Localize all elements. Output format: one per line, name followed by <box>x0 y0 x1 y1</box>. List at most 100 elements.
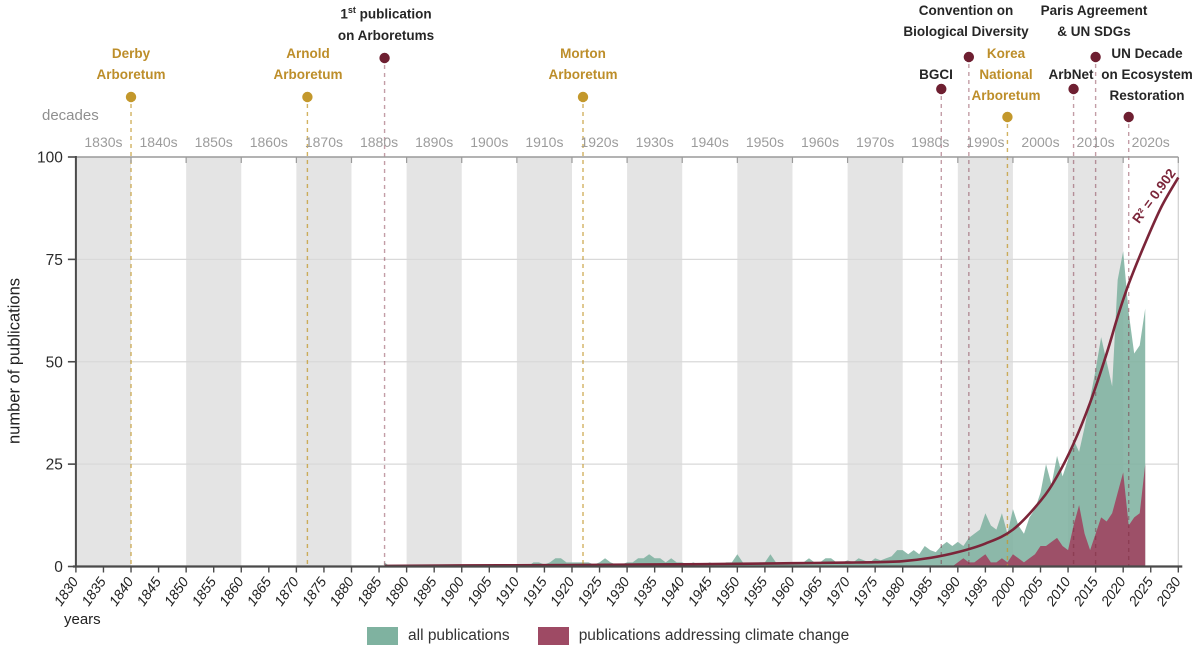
x-tick-label: 1900 <box>436 574 467 609</box>
decade-label: 2000s <box>1021 134 1059 150</box>
event-dot-first-publication-on-arboretums <box>379 52 390 64</box>
event-dot-un-decade-ecosystem-restoration <box>1123 111 1134 123</box>
annotation-line: Arboretum <box>273 67 343 82</box>
event-dot-derby-arboretum <box>125 91 137 103</box>
publication-areas <box>384 251 1146 567</box>
x-tick-label: 1965 <box>795 574 826 609</box>
annotation-un-decade: UN Decade on Ecosystem Restoration <box>1101 43 1193 106</box>
decade-label: 1970s <box>856 134 894 150</box>
x-tick-label: 1935 <box>629 574 660 609</box>
annotation-line: Paris Agreement <box>1040 3 1148 18</box>
x-axis-title: years <box>64 611 101 628</box>
x-tick-label: 2005 <box>1014 574 1046 610</box>
event-dot-convention-on-biological-diversity <box>963 51 975 63</box>
decade-label: 1840s <box>140 134 178 150</box>
y-tick-label: 50 <box>46 354 64 371</box>
annotation-line: Arboretum <box>96 67 166 82</box>
axes-frame <box>67 156 1183 573</box>
x-tick-label: 1890 <box>381 574 412 609</box>
annotation-line: Restoration <box>1109 88 1185 103</box>
annotation-line: Arboretum <box>548 67 618 82</box>
annotation-convention-biological-diversity: Convention on Biological Diversity <box>903 0 1028 42</box>
decade-label: 1990s <box>966 134 1004 150</box>
y-tick-label: 25 <box>46 457 63 474</box>
trend-curve <box>384 176 1180 568</box>
annotation-korea-national-arboretum: Korea National Arboretum <box>971 43 1040 106</box>
x-tick-label: 1870 <box>271 574 302 609</box>
x-tick-label: 1895 <box>409 574 440 609</box>
x-tick-label: 2025 <box>1125 574 1157 610</box>
x-tick-label: 1920 <box>546 574 577 609</box>
annotation-line: Morton <box>560 46 606 61</box>
event-dot-bgci <box>936 83 947 95</box>
x-tick-label: 1910 <box>491 574 522 609</box>
decade-label: 2010s <box>1077 134 1115 150</box>
y-gridlines <box>75 157 1179 567</box>
annotation-line: UN Decade <box>1111 46 1183 61</box>
x-tick-label: 2020 <box>1097 574 1129 610</box>
x-tick-label: 1850 <box>161 574 192 609</box>
decade-labels: 1830s 1840s 1850s 1860s 1870s 1880s 1890s 1900s… <box>84 134 1169 150</box>
annotation-line: ArbNet <box>1048 67 1094 82</box>
x-tick-label: 1905 <box>464 574 495 609</box>
x-tick-label: 1845 <box>133 574 164 609</box>
decade-label: 1850s <box>195 134 233 150</box>
event-markers <box>125 51 1134 567</box>
x-tick-label: 1915 <box>519 574 550 609</box>
x-tick-label: 1990 <box>932 574 963 609</box>
x-tick-label: 1960 <box>767 574 798 609</box>
legend-label: all publications <box>408 627 510 644</box>
x-tick-label: 1985 <box>905 574 936 609</box>
event-dot-morton-arboretum <box>577 91 589 103</box>
legend-item-climate-publications: publications addressing climate change <box>537 627 850 645</box>
x-tick-label: 1830 <box>50 574 81 609</box>
legend: all publications publications addressing… <box>367 627 849 645</box>
x-tick-label: 2015 <box>1070 574 1102 610</box>
x-tick-label: 1875 <box>298 574 329 609</box>
decade-label: 1940s <box>691 134 729 150</box>
annotation-line: National <box>979 67 1033 82</box>
y-tick-label: 75 <box>46 252 63 269</box>
annotation-derby-arboretum: Derby Arboretum <box>96 43 165 85</box>
y-tick-labels: 0 25 50 75 100 <box>37 150 63 577</box>
annotation-arbnet: ArbNet <box>1048 64 1093 85</box>
decade-label: 1870s <box>305 134 343 150</box>
y-tick-label: 100 <box>37 150 63 167</box>
annotation-line: 1st publication <box>340 5 432 22</box>
legend-label: publications addressing climate change <box>578 627 850 644</box>
x-tick-label: 1855 <box>188 574 219 609</box>
x-tick-label: 2030 <box>1152 574 1184 610</box>
decade-label: 1890s <box>415 134 453 150</box>
all-publications-area <box>384 251 1146 567</box>
annotation-line: & UN SDGs <box>1057 24 1131 39</box>
annotation-line: Convention on <box>918 3 1014 18</box>
decade-label: 1910s <box>525 134 563 150</box>
x-tick-label: 1835 <box>78 574 109 609</box>
annotation-line: on Arboretums <box>337 27 435 43</box>
x-tick-labels: 1830183518401845185018551860186518701875… <box>50 574 1183 610</box>
event-dot-arnold-arboretum <box>302 91 313 103</box>
x-tick-label: 1955 <box>739 574 770 609</box>
x-tick-label: 1970 <box>822 574 853 609</box>
y-tick-label: 0 <box>54 559 63 576</box>
x-tick-label: 1930 <box>602 574 633 609</box>
x-tick-label: 1840 <box>106 574 137 609</box>
climate-publications-swatch <box>537 627 569 645</box>
annotation-line: Arnold <box>286 46 330 61</box>
decade-label: 2020s <box>1132 134 1170 150</box>
x-tick-label: 1980 <box>877 574 908 609</box>
x-tick-label: 2010 <box>1042 574 1074 610</box>
annotation-morton-arboretum: Morton Arboretum <box>548 43 617 85</box>
x-tick-label: 1925 <box>574 574 605 609</box>
decade-label: 1950s <box>746 134 784 150</box>
annotation-line: on Ecosystem <box>1101 67 1193 82</box>
decade-label: 1930s <box>636 134 674 150</box>
x-tick-label: 1940 <box>657 574 688 609</box>
decade-label: 1860s <box>250 134 288 150</box>
annotation-line: BGCI <box>919 67 953 82</box>
x-tick-label: 1880 <box>326 574 357 609</box>
annotation-line: Biological Diversity <box>903 24 1029 39</box>
x-tick-label: 1865 <box>243 574 274 609</box>
